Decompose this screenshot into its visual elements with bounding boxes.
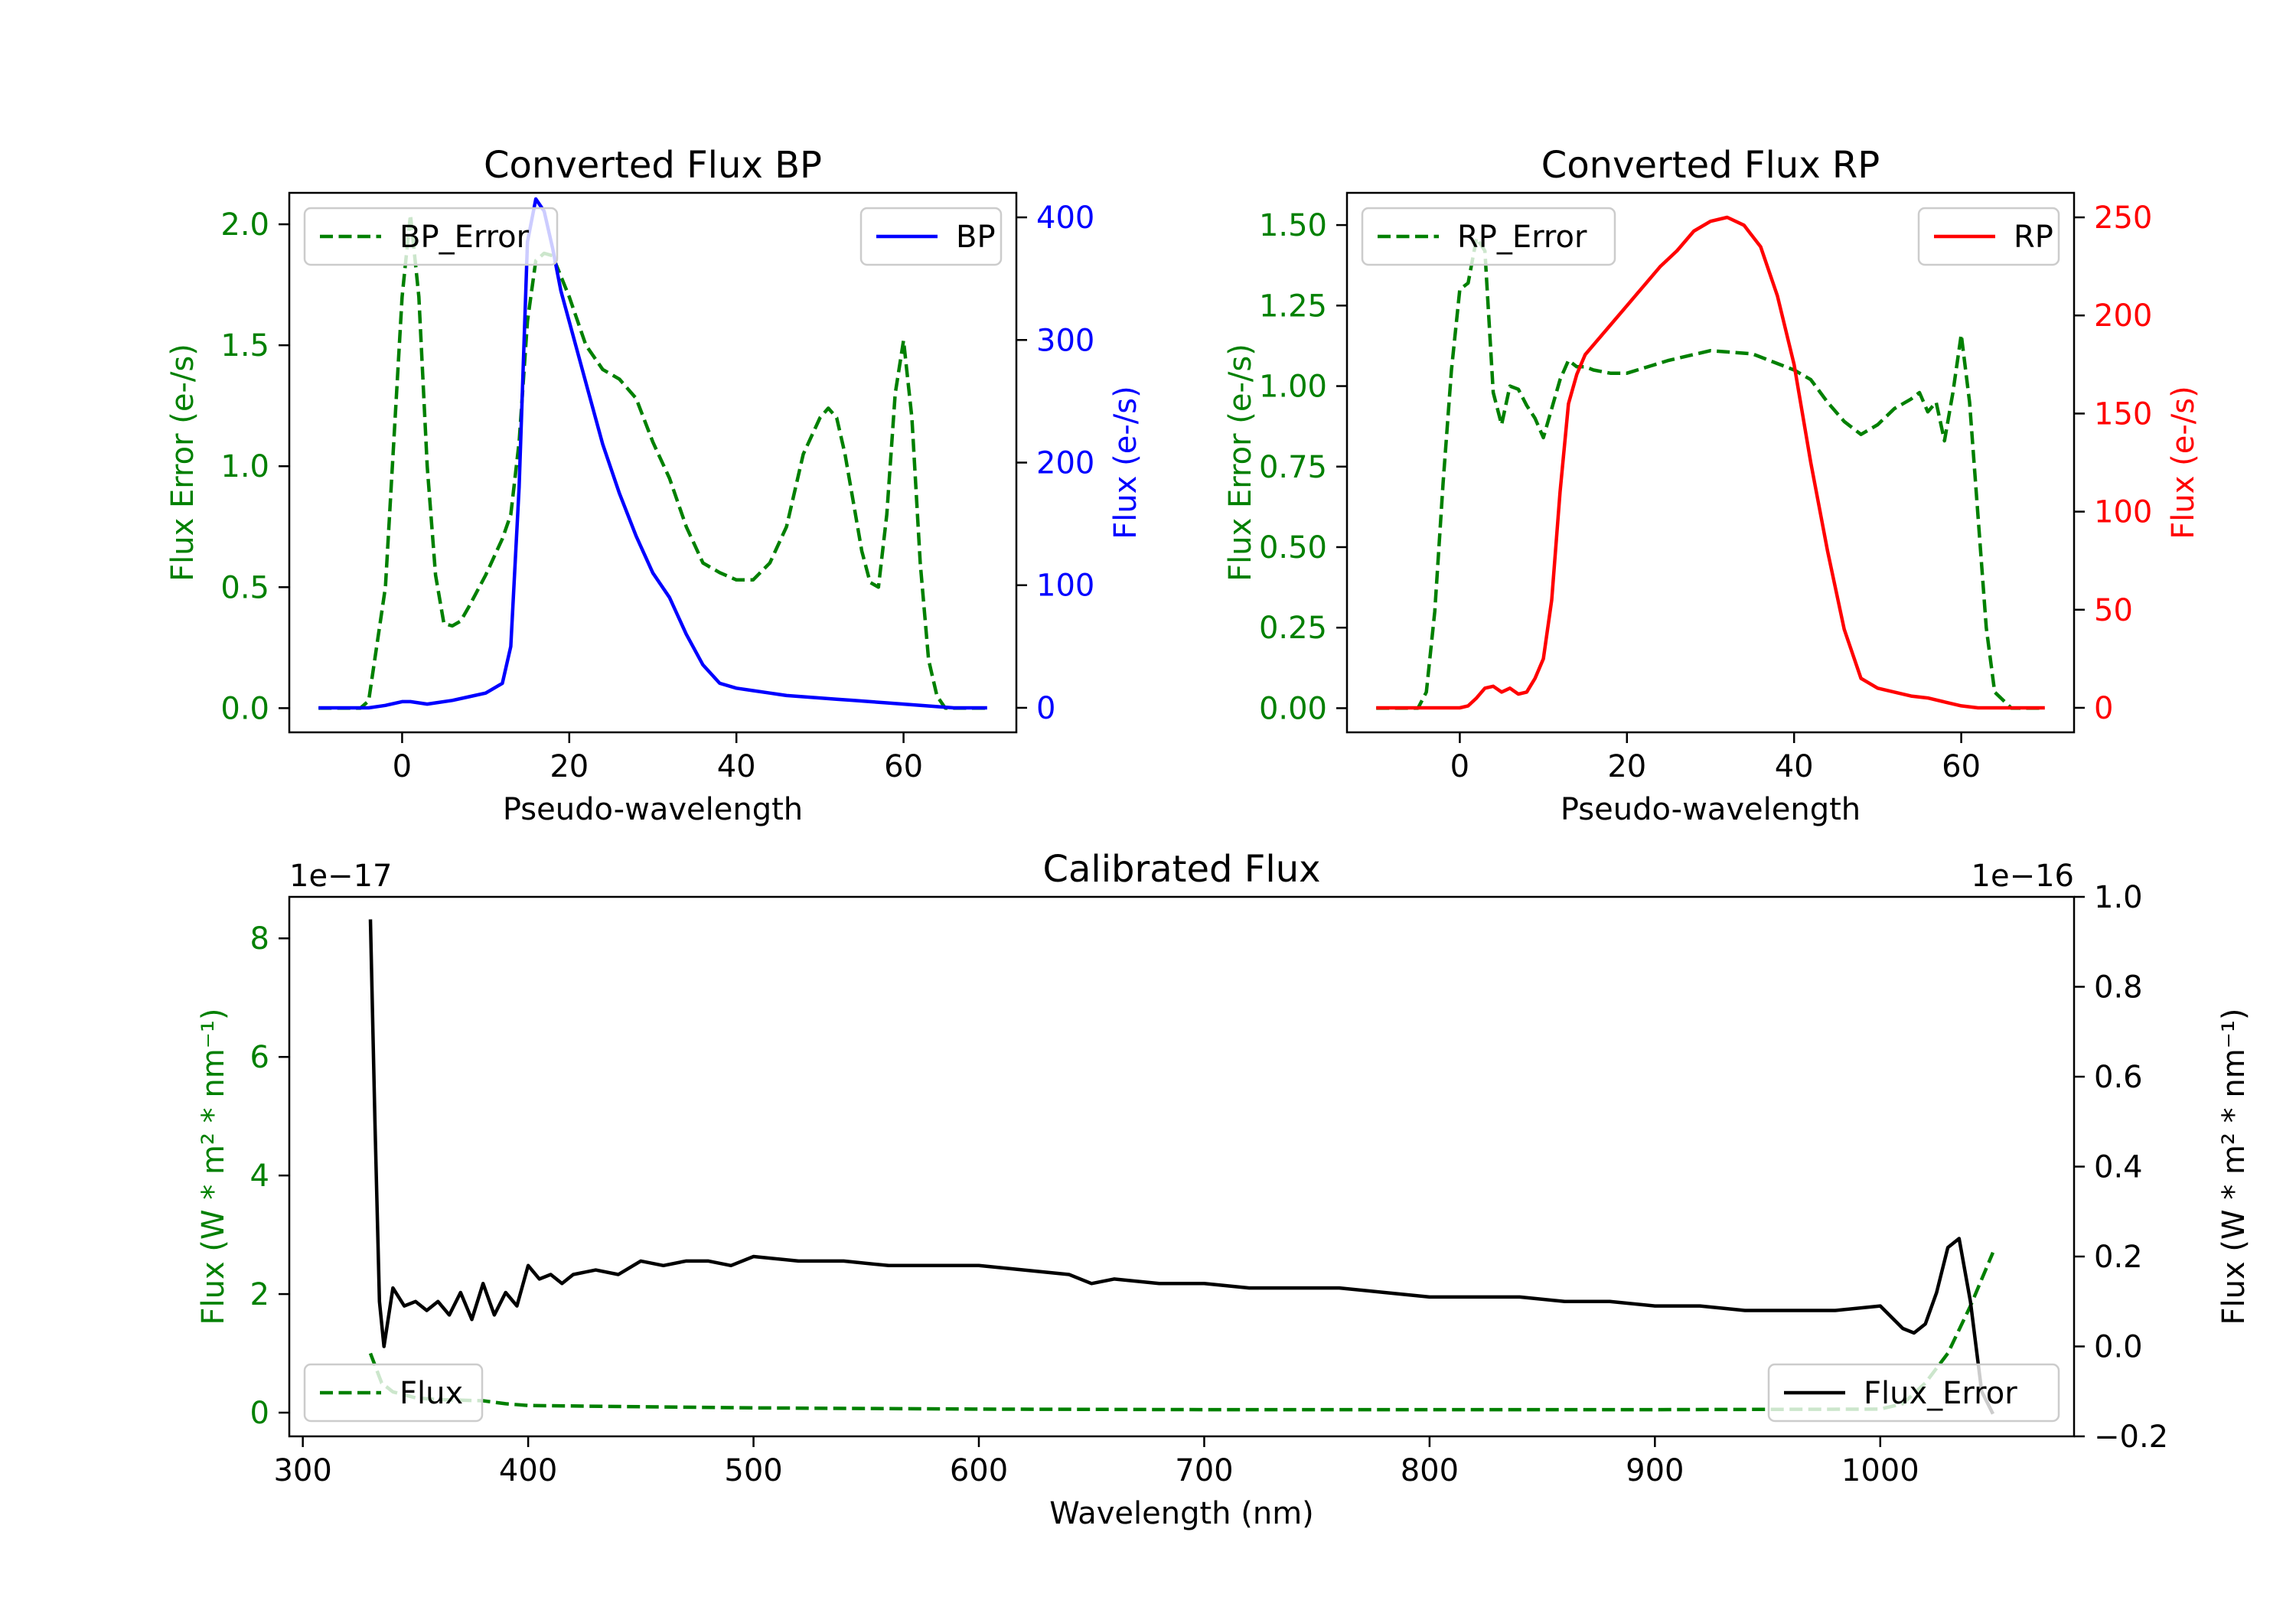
chart-bp: 0 20 40 60 0.0 0.5 1.0 1.5 2.0 0 100 200 300 400 Conve… [165, 144, 1143, 827]
legend-label: RP_Error [1457, 220, 1587, 255]
y-right-tick-label: 0.4 [2094, 1150, 2143, 1185]
legend-label: Flux [400, 1376, 463, 1411]
x-tick-label: 20 [1607, 749, 1646, 784]
series-line-flux [368, 919, 1995, 1415]
y-left-tick-label: 6 [250, 1040, 269, 1075]
x-tick-label: 40 [1775, 749, 1814, 784]
x-tick-label: 300 [273, 1453, 331, 1488]
y-right-tick-label: −0.2 [2094, 1420, 2168, 1455]
x-tick-label: 0 [1450, 749, 1469, 784]
y-left-tick-label: 1.5 [220, 328, 269, 363]
x-axis-label: Pseudo-wavelength [1561, 792, 1861, 827]
legend-bp-error: BP_Error [303, 207, 559, 266]
plot-frame [288, 895, 2076, 1438]
legend-frame [303, 207, 559, 266]
legend-frame [1767, 1363, 2060, 1423]
y-right-tick-label: 100 [2094, 495, 2152, 530]
y-left-tick-label: 2.0 [220, 207, 269, 243]
y-right-tick-label: 0.0 [2094, 1330, 2143, 1365]
y-left-tick-label: 0.5 [220, 570, 269, 605]
legend-label: RP [2014, 220, 2053, 255]
y-left-tick-label: 0 [250, 1396, 269, 1431]
x-tick-label: 600 [950, 1453, 1008, 1488]
y-left-axis-label: Flux (W * m² * nm⁻¹) [196, 1009, 231, 1325]
y-left-tick-label: 0.75 [1259, 450, 1327, 485]
series-line-bp [318, 197, 987, 710]
x-tick-label: 700 [1175, 1453, 1233, 1488]
y-right-axis-label: Flux (e-/s) [1108, 386, 1143, 539]
y-left-tick-label: 1.00 [1259, 370, 1327, 405]
chart-title: Converted Flux BP [484, 144, 822, 187]
x-axis-label: Pseudo-wavelength [503, 792, 803, 827]
y-left-tick-label: 0.25 [1259, 611, 1327, 646]
x-tick-label: 800 [1401, 1453, 1459, 1488]
y-left-axis-label: Flux Error (e-/s) [165, 344, 201, 582]
y-right-tick-label: 0.6 [2094, 1060, 2143, 1095]
y-left-tick-label: 1.0 [220, 449, 269, 484]
chart-rp: 0 20 40 60 0.00 0.25 0.50 0.75 1.00 1.25 1.50 0 50 10… [1223, 144, 2201, 827]
y-left-tick-label: 0.50 [1259, 530, 1327, 566]
legend-bp: BP [859, 207, 1003, 266]
y-left-tick-label: 4 [250, 1159, 269, 1194]
x-tick-label: 400 [499, 1453, 557, 1488]
legend-flux-error: Flux [303, 1363, 484, 1423]
x-tick-label: 500 [724, 1453, 782, 1488]
plot-frame [288, 191, 1018, 734]
legend-label: BP [956, 220, 996, 255]
series-line-rp-error [1376, 236, 2045, 710]
legend-frame [1361, 207, 1616, 266]
y-left-tick-label: 0.00 [1259, 691, 1327, 726]
y-right-tick-label: 250 [2094, 200, 2152, 236]
y-right-tick-label: 100 [1036, 569, 1094, 604]
legend-label: BP_Error [400, 220, 530, 255]
x-axis-label: Wavelength (nm) [1049, 1496, 1314, 1531]
y-right-tick-label: 150 [2094, 396, 2152, 432]
x-tick-label: 0 [393, 749, 412, 784]
y-right-axis-label: Flux (e-/s) [2166, 386, 2201, 539]
series-line-flux-error [368, 1251, 1995, 1412]
y-right-tick-label: 0 [1036, 691, 1055, 726]
y-right-offset-label: 1e−16 [1971, 859, 2074, 894]
y-right-tick-label: 200 [1036, 446, 1094, 481]
x-tick-label: 60 [1942, 749, 1981, 784]
plot-frame [1345, 191, 2076, 734]
y-right-tick-label: 1.0 [2094, 880, 2143, 915]
y-left-tick-label: 8 [250, 921, 269, 957]
y-right-tick-label: 0.2 [2094, 1240, 2143, 1275]
chart-title: Converted Flux RP [1541, 144, 1880, 187]
x-tick-label: 900 [1626, 1453, 1684, 1488]
y-left-tick-label: 1.25 [1259, 288, 1327, 324]
y-left-tick-label: 1.50 [1259, 208, 1327, 243]
x-tick-label: 1000 [1841, 1453, 1919, 1488]
legend-rp: RP [1917, 207, 2060, 266]
y-left-tick-label: 2 [250, 1277, 269, 1312]
y-right-axis-label: Flux (W * m² * nm⁻¹) [2216, 1009, 2252, 1325]
y-right-tick-label: 0 [2094, 691, 2113, 726]
y-right-tick-label: 0.8 [2094, 970, 2143, 1006]
legend-rp-error: RP_Error [1361, 207, 1616, 266]
x-tick-label: 20 [550, 749, 589, 784]
y-right-tick-label: 50 [2094, 593, 2133, 628]
legend-frame [303, 1363, 484, 1423]
chart-title: Calibrated Flux [1042, 848, 1320, 891]
x-tick-label: 40 [717, 749, 756, 784]
y-left-tick-label: 0.0 [220, 691, 269, 726]
legend-label: Flux_Error [1864, 1376, 2017, 1411]
chart-calibrated: 300 400 500 600 700 800 900 1000 0 2 4 6 8 −0.2 0.0 0.2… [196, 848, 2252, 1531]
series-line-rp [1376, 215, 2045, 710]
x-tick-label: 60 [884, 749, 923, 784]
y-right-tick-label: 300 [1036, 323, 1094, 358]
y-left-offset-label: 1e−17 [289, 859, 392, 894]
y-right-tick-label: 400 [1036, 200, 1094, 236]
y-left-axis-label: Flux Error (e-/s) [1223, 344, 1258, 582]
series-line-bp-error [318, 213, 987, 710]
legend-flux: Flux_Error [1767, 1363, 2060, 1423]
y-right-tick-label: 200 [2094, 298, 2152, 334]
